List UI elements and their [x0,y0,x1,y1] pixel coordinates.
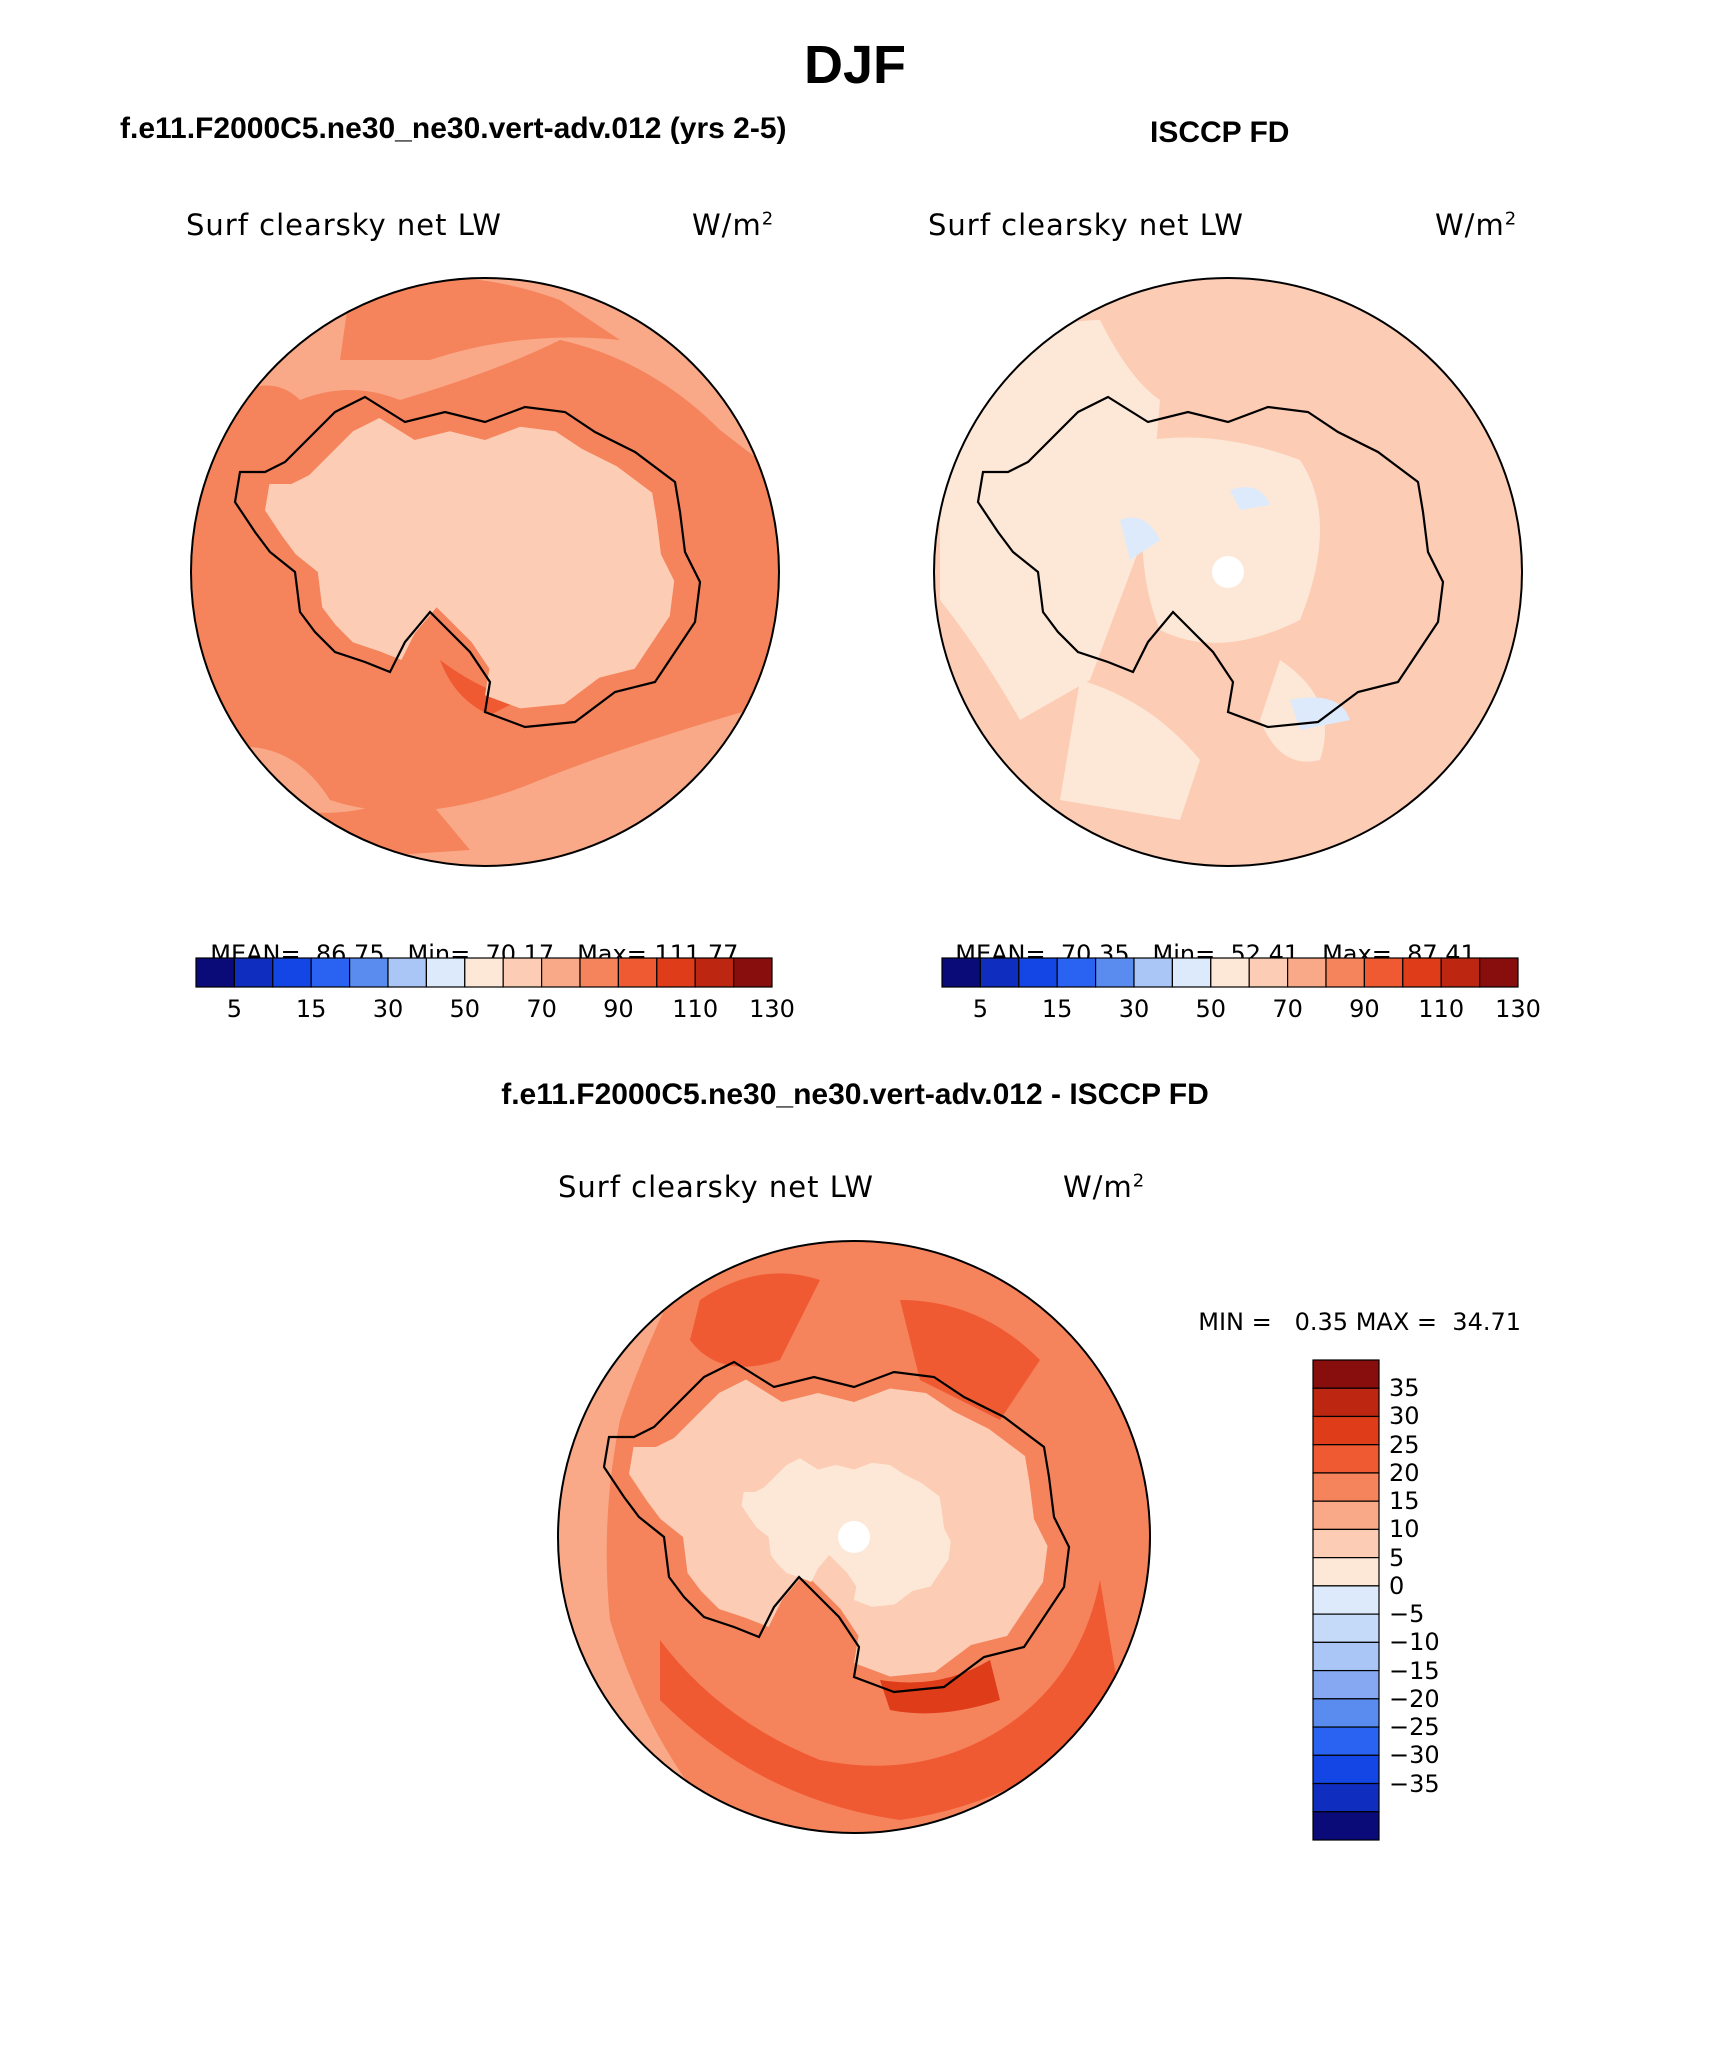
diff-colorbar-swatch [1312,1557,1380,1587]
model-colorbar-tick-label: 110 [672,995,719,1023]
diff-colorbar-tick-label: −25 [1389,1713,1440,1742]
diff-colorbar [1312,1359,1380,1841]
diff-colorbar-swatch [1312,1698,1380,1728]
diff-colorbar-tick-label: 15 [1389,1487,1420,1516]
model-colorbar-tick-label: 15 [295,995,327,1023]
diff-colorbar-tick-label: −10 [1389,1628,1440,1657]
diff-colorbar-swatch [1312,1782,1380,1813]
model-map [190,277,780,867]
obs-colorbar-swatch [1325,957,1366,988]
model-colorbar-tick-label: 70 [526,995,557,1023]
diff-colorbar-swatch [1312,1387,1380,1418]
model-colorbar-swatch [656,957,696,988]
diff-colorbar-swatch [1312,1613,1380,1643]
obs-colorbar-swatch [1056,957,1097,988]
model-colorbar-swatch [540,957,581,988]
model-colorbar-swatch [310,957,351,988]
diff-colorbar-swatch [1312,1726,1380,1756]
obs-colorbar-swatch [1402,957,1442,988]
diff-colorbar-tick-label: 5 [1389,1543,1405,1572]
model-colorbar-swatch [425,957,466,988]
model-colorbar-swatch [387,957,428,988]
diff-colorbar-swatch [1312,1500,1380,1531]
obs-title: ISCCP FD [1150,116,1290,149]
diff-map [557,1240,1151,1834]
obs-colorbar-swatch [1171,957,1212,988]
obs-colorbar-swatch [1440,957,1481,988]
diff-colorbar-tick-label: 35 [1389,1374,1420,1403]
obs-map [933,277,1523,867]
diff-colorbar-swatch [1312,1585,1380,1615]
obs-colorbar-swatch [979,957,1020,988]
diff-colorbar-swatch [1312,1415,1380,1446]
diff-colorbar-tick-label: −20 [1389,1684,1440,1713]
model-colorbar-tick-label: 130 [749,995,795,1023]
diff-colorbar-tick-label: 20 [1389,1458,1420,1487]
model-colorbar-swatch [694,957,735,988]
obs-colorbar-tick-label: 15 [1041,995,1073,1023]
diff-colorbar-swatch [1312,1754,1380,1785]
obs-colorbar-tick-label: 90 [1349,995,1380,1023]
diff-units-label: W/m2 [1063,1170,1146,1204]
diff-colorbar-swatch [1312,1359,1380,1389]
obs-colorbar-swatch [1478,957,1519,988]
model-colorbar-tick-label: 50 [449,995,481,1023]
diff-colorbar-swatch [1312,1669,1380,1700]
season-title: DJF [803,35,906,95]
model-colorbar-tick-label: 30 [372,995,404,1023]
obs-colorbar-tick-label: 130 [1495,995,1541,1023]
diff-colorbar-tick-label: −15 [1389,1656,1440,1685]
model-colorbar-tick-label: 90 [603,995,634,1023]
case-title: f.e11.F2000C5.ne30_ne30.vert-adv.012 (yr… [120,112,787,145]
model-colorbar-swatch [233,957,274,988]
obs-units-label: W/m2 [1435,208,1518,242]
obs-colorbar-tick-label: 110 [1418,995,1465,1023]
diff-colorbar-tick-label: 10 [1389,1515,1420,1544]
obs-colorbar-swatch [941,957,982,988]
obs-colorbar-swatch [1248,957,1289,988]
obs-colorbar-swatch [1210,957,1250,988]
obs-colorbar-tick-label: 30 [1118,995,1150,1023]
model-colorbar-swatch [579,957,620,988]
diff-colorbar-swatch [1312,1528,1380,1559]
obs-variable-label: Surf clearsky net LW [928,208,1244,242]
model-variable-label: Surf clearsky net LW [186,208,502,242]
model-colorbar-swatch [617,957,658,988]
model-colorbar-swatch [464,957,504,988]
model-colorbar-swatch [349,957,389,988]
diff-stats: MIN = 0.35 MAX = 34.71 [1198,1308,1522,1336]
diff-colorbar-tick-label: 0 [1389,1571,1405,1600]
diff-colorbar-tick-label: −5 [1389,1600,1425,1629]
obs-colorbar-tick-label: 5 [972,995,989,1023]
diff-colorbar-tick-label: 30 [1389,1402,1420,1431]
obs-colorbar-swatch [1094,957,1135,988]
model-units-label: W/m2 [692,208,775,242]
model-colorbar-swatch [502,957,543,988]
diff-title: f.e11.F2000C5.ne30_ne30.vert-adv.012 - I… [501,1078,1209,1111]
obs-colorbar-tick-label: 70 [1272,995,1303,1023]
obs-colorbar-swatch [1363,957,1404,988]
obs-colorbar-swatch [1018,957,1058,988]
obs-colorbar-tick-label: 50 [1195,995,1227,1023]
model-colorbar-tick-label: 5 [226,995,243,1023]
diff-colorbar-tick-label: −30 [1389,1741,1440,1770]
diff-colorbar-swatch [1312,1641,1380,1672]
model-colorbar-swatch [272,957,312,988]
obs-colorbar [941,957,1519,988]
diff-colorbar-swatch [1312,1811,1380,1841]
diff-colorbar-swatch [1312,1472,1380,1502]
diff-colorbar-tick-label: −35 [1389,1769,1440,1798]
diff-variable-label: Surf clearsky net LW [558,1170,874,1204]
model-colorbar [195,957,773,988]
obs-colorbar-swatch [1133,957,1174,988]
model-colorbar-swatch [732,957,773,988]
obs-colorbar-swatch [1286,957,1327,988]
diff-colorbar-swatch [1312,1444,1380,1474]
model-colorbar-swatch [195,957,236,988]
diff-colorbar-tick-label: 25 [1389,1430,1420,1459]
